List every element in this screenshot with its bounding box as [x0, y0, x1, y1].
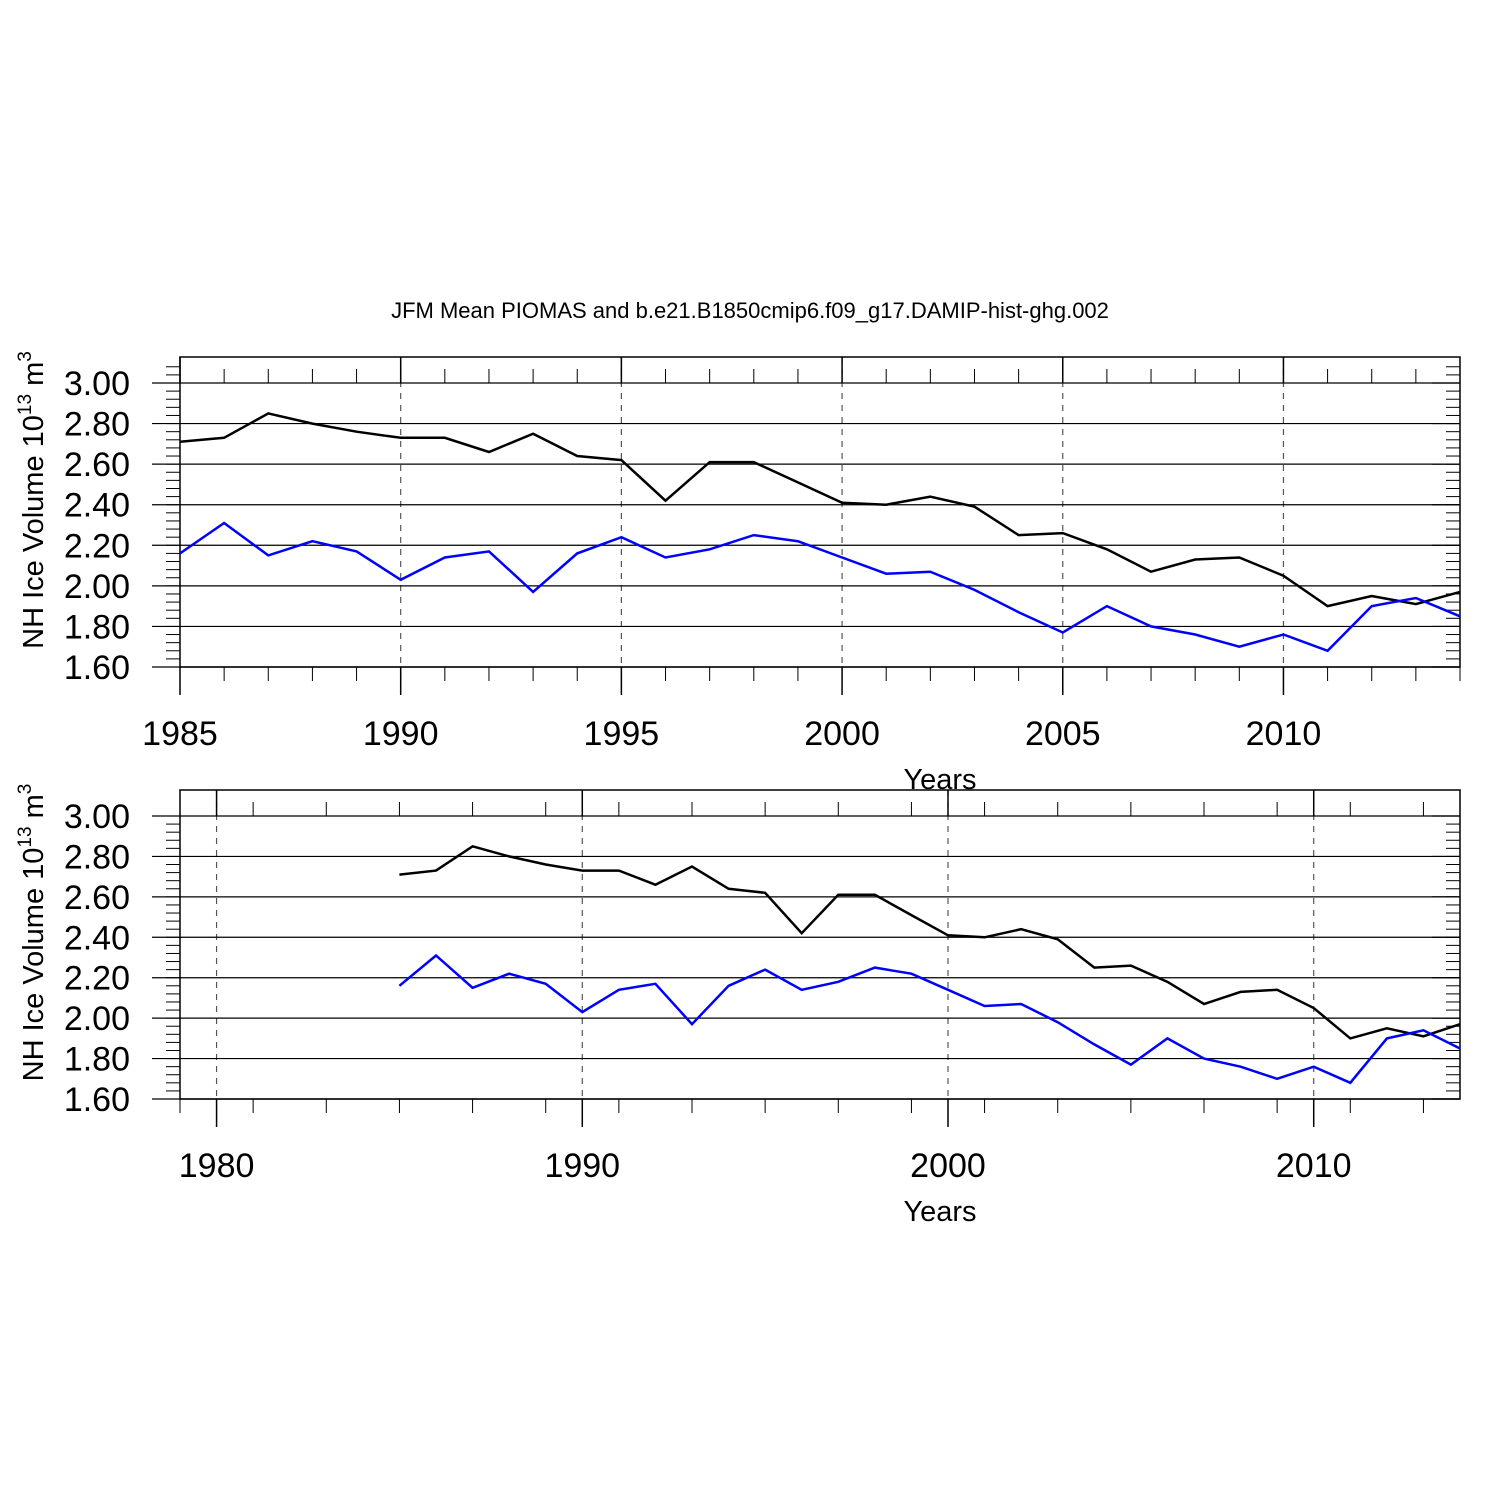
- chart-title: JFM Mean PIOMAS and b.e21.B1850cmip6.f09…: [391, 298, 1109, 323]
- y-tick-label: 1.60: [64, 1081, 130, 1119]
- x-tick-label: 1995: [584, 715, 660, 753]
- x-tick-label: 2010: [1246, 715, 1322, 753]
- y-axis-title: NH Ice Volume 1013 m3: [15, 351, 50, 649]
- x-axis-title: Years: [903, 1196, 976, 1228]
- y-tick-label: 2.60: [64, 879, 130, 917]
- y-tick-label: 3.00: [64, 365, 130, 403]
- panel-1: 1.601.802.002.202.402.602.803.00 1985 1990…: [15, 351, 1461, 796]
- y-tick-label: 2.20: [64, 527, 130, 565]
- series-line-blue: [398, 953, 1461, 1085]
- x-tick-label: 2005: [1025, 715, 1101, 753]
- x-tick-label: 2000: [804, 715, 880, 753]
- x-tick-label: 2010: [1276, 1147, 1352, 1185]
- y-tick-label: 2.40: [64, 919, 130, 957]
- x-tick-label: 1980: [179, 1147, 255, 1185]
- y-tick-label: 2.80: [64, 838, 130, 876]
- series-line-black: [179, 412, 1461, 608]
- series-line-black: [399, 844, 1461, 1040]
- y-tick-label: 1.60: [64, 649, 130, 687]
- y-tick-label: 2.20: [64, 960, 130, 998]
- x-tick-label: 1990: [363, 715, 439, 753]
- y-tick-label: 2.80: [64, 406, 130, 444]
- x-tick-label: 2000: [910, 1147, 986, 1185]
- x-axis-title: Years: [903, 764, 976, 796]
- y-tick-label: 2.00: [64, 568, 130, 606]
- y-tick-label: 1.80: [64, 1041, 130, 1079]
- y-tick-label: 2.40: [64, 487, 130, 525]
- y-tick-label: 2.00: [64, 1000, 130, 1038]
- y-tick-label: 1.80: [64, 608, 130, 646]
- plot-frame: [179, 789, 1461, 1100]
- x-tick-label: 1985: [142, 715, 218, 753]
- x-tick-label: 1990: [544, 1147, 620, 1185]
- y-tick-label: 2.60: [64, 446, 130, 484]
- plot-frame: [179, 356, 1461, 668]
- y-tick-label: 3.00: [64, 798, 130, 836]
- panel-2: 1.601.802.002.202.402.602.803.00 1980 1990…: [15, 784, 1461, 1228]
- y-axis-title: NH Ice Volume 1013 m3: [15, 784, 50, 1082]
- series-line-blue: [179, 521, 1461, 653]
